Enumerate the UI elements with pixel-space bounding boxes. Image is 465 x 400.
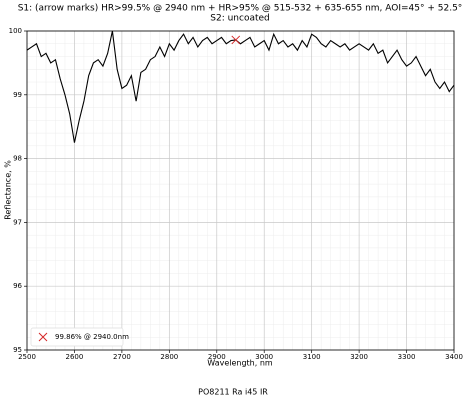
x-tick-label: 3000	[255, 353, 273, 361]
y-tick-label: 98	[13, 155, 22, 163]
marker	[231, 35, 241, 45]
legend-marker	[38, 332, 48, 342]
legend-box	[30, 327, 124, 347]
footer: PO8211 Ra i45 IR	[198, 388, 268, 397]
chart-title: S1: (arrow marks) HR>99.5% @ 2940 nm + H…	[18, 4, 463, 14]
x-tick-label: 3200	[350, 353, 368, 361]
data-line	[26, 30, 455, 143]
x-tick-label: 2700	[113, 353, 131, 361]
x-tick-label: 2900	[208, 353, 226, 361]
x-tick-label: 2800	[160, 353, 178, 361]
x-tick-label: 3300	[398, 353, 416, 361]
y-tick-label: 99	[13, 91, 22, 99]
x-axis-label: Wavelength, nm	[207, 359, 273, 368]
chart-subtitle: S2: uncoated	[210, 14, 270, 24]
y-axis-label: Reflectance, %	[4, 160, 13, 220]
x-tick-label: 2500	[18, 353, 36, 361]
y-tick-label: 95	[13, 346, 22, 354]
y-tick-label: 97	[13, 218, 22, 226]
x-tick-label: 3100	[303, 353, 321, 361]
plot-frame	[26, 30, 455, 351]
x-tick-label: 2600	[66, 353, 84, 361]
y-tick-label: 100	[9, 27, 22, 35]
x-tick-label: 3400	[445, 353, 463, 361]
y-tick-label: 96	[13, 282, 22, 290]
legend-label: 99.86% @ 2940.0nm	[55, 333, 129, 341]
